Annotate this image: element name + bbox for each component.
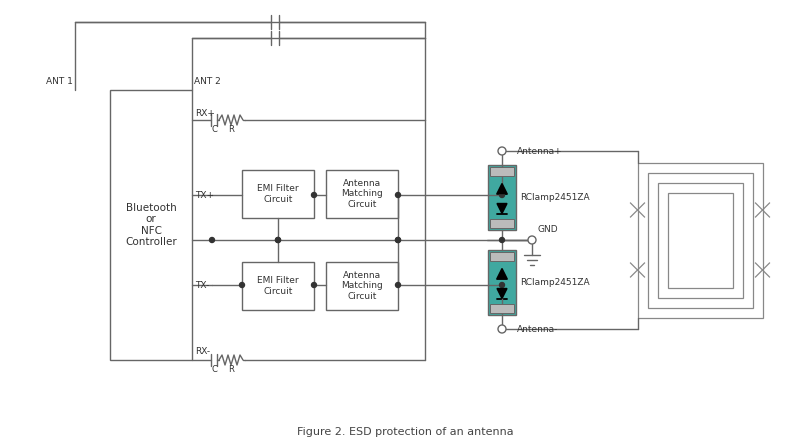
Text: EMI Filter
Circuit: EMI Filter Circuit (257, 277, 298, 296)
Text: R: R (228, 125, 234, 135)
Bar (647, 173, 753, 307)
Circle shape (500, 238, 504, 243)
Text: RClamp2451ZA: RClamp2451ZA (520, 193, 590, 202)
Circle shape (498, 325, 506, 333)
Text: RX+: RX+ (195, 110, 215, 119)
Text: GND: GND (537, 226, 558, 235)
Text: C: C (211, 124, 217, 133)
Circle shape (276, 238, 281, 243)
Bar (326, 170, 398, 218)
Circle shape (500, 282, 504, 288)
Bar (637, 162, 762, 318)
Bar (242, 262, 314, 310)
Circle shape (500, 193, 504, 198)
Bar (242, 170, 314, 218)
Bar (490, 304, 514, 313)
Polygon shape (497, 203, 507, 214)
Bar (658, 182, 743, 297)
Bar (667, 193, 732, 288)
Bar (490, 219, 514, 228)
Bar (326, 262, 398, 310)
Circle shape (396, 238, 401, 243)
Bar (110, 90, 192, 360)
Bar (488, 250, 516, 315)
Circle shape (209, 238, 214, 243)
Circle shape (396, 238, 401, 243)
Text: Figure 2. ESD protection of an antenna: Figure 2. ESD protection of an antenna (297, 427, 514, 437)
Circle shape (311, 282, 316, 288)
Circle shape (239, 282, 244, 288)
Text: EMI Filter
Circuit: EMI Filter Circuit (257, 184, 298, 204)
Bar (490, 252, 514, 261)
Text: Bluetooth
or
NFC
Controller: Bluetooth or NFC Controller (125, 202, 177, 248)
Circle shape (498, 147, 506, 155)
Polygon shape (497, 289, 507, 298)
Bar (488, 165, 516, 230)
Text: R: R (228, 366, 234, 375)
Circle shape (396, 193, 401, 198)
Circle shape (276, 238, 281, 243)
Text: Antenna+: Antenna+ (517, 146, 563, 156)
Text: Antenna
Matching
Circuit: Antenna Matching Circuit (341, 271, 383, 301)
Text: TX+: TX+ (195, 190, 214, 199)
Circle shape (396, 282, 401, 288)
Circle shape (311, 193, 316, 198)
Polygon shape (497, 268, 507, 278)
Polygon shape (497, 183, 507, 194)
Text: C: C (211, 364, 217, 373)
Bar (490, 167, 514, 176)
Text: Antenna
Matching
Circuit: Antenna Matching Circuit (341, 179, 383, 209)
Text: TX-: TX- (195, 281, 209, 289)
Text: ANT 1: ANT 1 (46, 78, 73, 87)
Text: ANT 2: ANT 2 (194, 78, 221, 87)
Circle shape (528, 236, 536, 244)
Text: Antenna-: Antenna- (517, 325, 559, 334)
Text: RX-: RX- (195, 347, 210, 356)
Text: RClamp2451ZA: RClamp2451ZA (520, 278, 590, 287)
